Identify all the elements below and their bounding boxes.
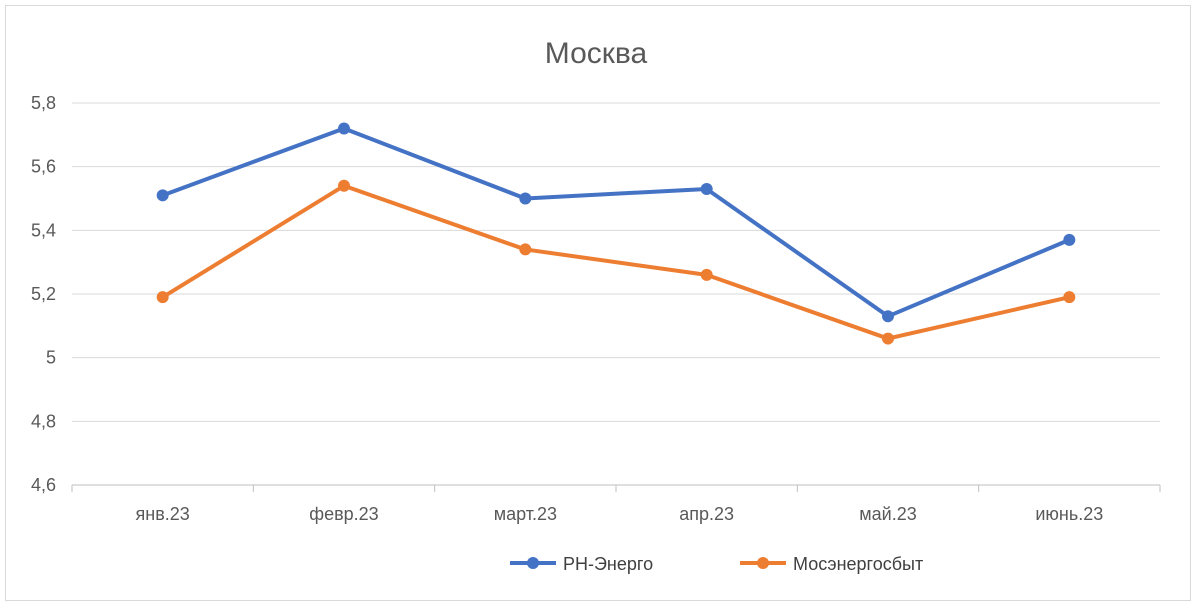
legend-item: Мосэнергосбыт xyxy=(740,554,923,574)
data-point xyxy=(519,192,532,205)
data-point xyxy=(700,182,713,195)
y-tick-label: 5,2 xyxy=(31,284,56,304)
data-point xyxy=(700,268,713,281)
y-tick-label: 4,8 xyxy=(31,411,56,431)
legend-swatch-marker xyxy=(527,557,539,569)
series-1 xyxy=(156,122,1076,323)
x-tick-label: июнь.23 xyxy=(1035,504,1103,524)
chart-title: Москва xyxy=(545,37,648,70)
data-point xyxy=(156,189,169,202)
series-lines xyxy=(156,122,1076,345)
series-2 xyxy=(156,179,1076,345)
y-tick-label: 5,4 xyxy=(31,220,56,240)
y-tick-label: 5,6 xyxy=(31,157,56,177)
y-axis-ticks: 4,6 4,8 5 5,2 5,4 5,6 5,8 xyxy=(31,93,56,495)
legend-label: Мосэнергосбыт xyxy=(793,554,923,574)
y-tick-label: 4,6 xyxy=(31,475,56,495)
data-point xyxy=(1063,291,1076,304)
gridlines xyxy=(72,102,1160,422)
data-point xyxy=(882,310,894,323)
legend-label: РН-Энерго xyxy=(563,554,653,574)
x-tick-label: март.23 xyxy=(494,504,557,524)
x-tick-label: апр.23 xyxy=(679,504,734,524)
legend: РН-Энерго Мосэнергосбыт xyxy=(510,554,923,574)
y-tick-label: 5,8 xyxy=(31,93,56,113)
x-tick-label: янв.23 xyxy=(136,504,190,524)
data-point xyxy=(519,243,532,256)
legend-swatch-marker xyxy=(757,557,769,569)
legend-item: РН-Энерго xyxy=(510,554,653,574)
x-tick-label: февр.23 xyxy=(309,504,378,524)
x-tick-label: май.23 xyxy=(859,504,916,524)
data-point xyxy=(338,179,350,192)
x-axis: янв.23 февр.23 март.23 апр.23 май.23 июнь.23 xyxy=(71,484,1161,524)
data-point xyxy=(338,122,350,135)
data-point xyxy=(156,291,169,304)
y-tick-label: 5 xyxy=(46,348,56,368)
series-line xyxy=(160,126,1072,319)
chart-frame xyxy=(5,5,1191,601)
series-line xyxy=(160,183,1072,341)
data-point xyxy=(1063,233,1076,246)
data-point xyxy=(882,332,894,345)
